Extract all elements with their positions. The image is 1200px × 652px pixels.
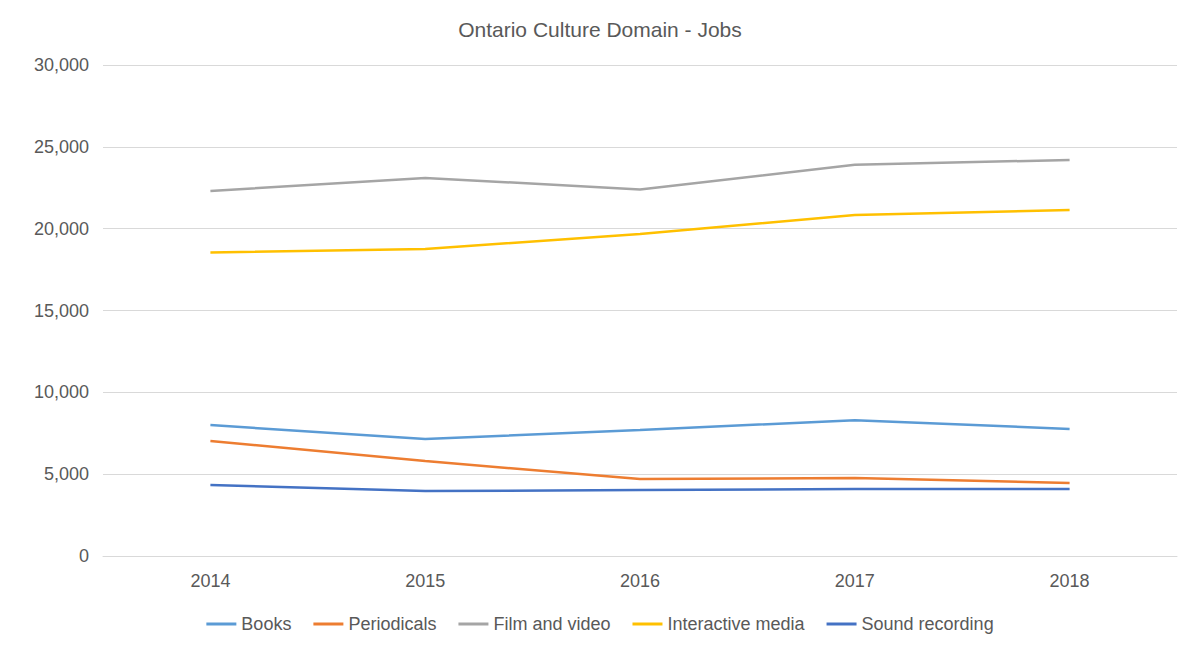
svg-text:Ontario Culture Domain - Jobs: Ontario Culture Domain - Jobs: [458, 18, 742, 41]
svg-text:Interactive media: Interactive media: [667, 614, 805, 634]
svg-text:30,000: 30,000: [34, 55, 89, 75]
svg-text:2014: 2014: [190, 571, 230, 591]
svg-text:2016: 2016: [620, 571, 660, 591]
svg-text:Books: Books: [241, 614, 291, 634]
svg-text:0: 0: [79, 546, 89, 566]
svg-text:10,000: 10,000: [34, 382, 89, 402]
svg-text:Film and video: Film and video: [493, 614, 610, 634]
svg-text:2015: 2015: [405, 571, 445, 591]
svg-text:2017: 2017: [835, 571, 875, 591]
svg-text:5,000: 5,000: [44, 464, 89, 484]
svg-text:25,000: 25,000: [34, 137, 89, 157]
svg-text:Periodicals: Periodicals: [348, 614, 436, 634]
svg-text:20,000: 20,000: [34, 219, 89, 239]
svg-text:Sound recording: Sound recording: [862, 614, 994, 634]
svg-text:2018: 2018: [1050, 571, 1090, 591]
svg-text:15,000: 15,000: [34, 301, 89, 321]
